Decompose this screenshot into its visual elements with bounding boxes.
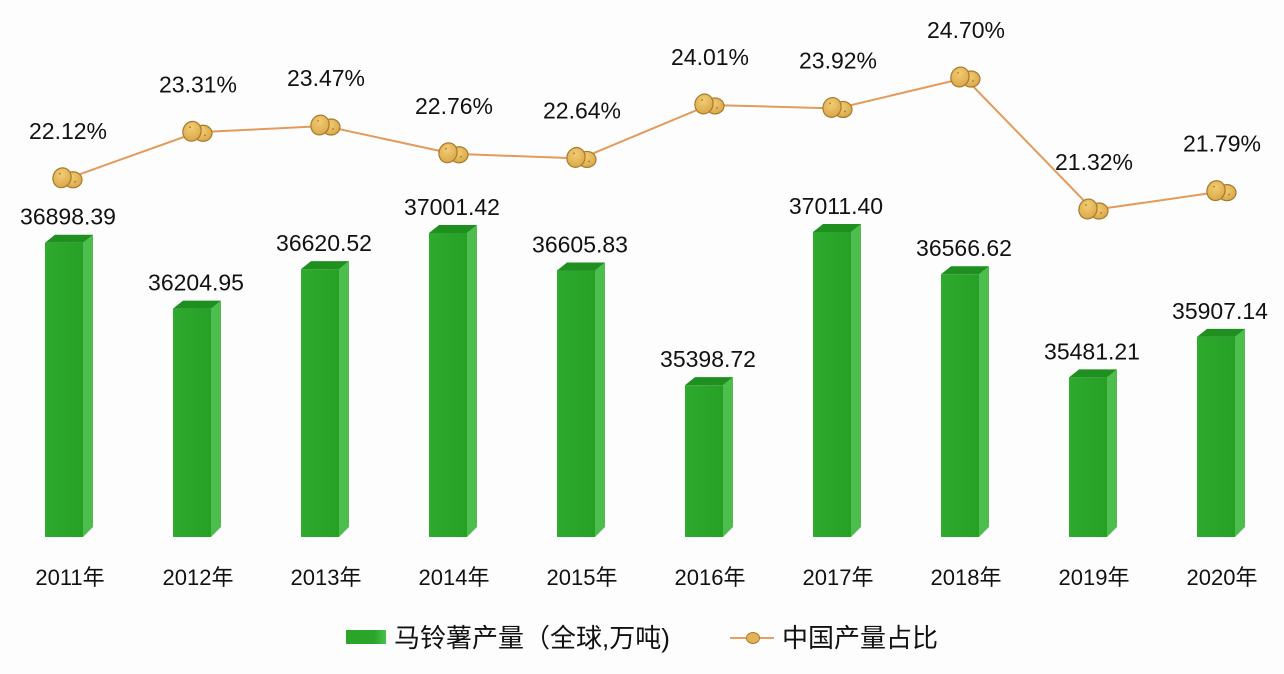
- bar-value-label: 36566.62: [916, 235, 1012, 261]
- x-axis-label: 2015年: [547, 565, 618, 590]
- bar: [941, 266, 989, 537]
- potato-icon: [566, 146, 597, 169]
- bar-value-labels: 36898.39 36204.95 36620.52 37001.42 36605.83…: [20, 193, 1268, 372]
- x-axis-label: 2013年: [291, 565, 362, 590]
- bar-value-label: 36898.39: [20, 204, 116, 230]
- x-axis-labels: 2011年 2012年 2013年 2014年 2015年 2016年 2017年 2018年…: [35, 565, 1257, 590]
- line-value-label: 21.32%: [1055, 149, 1133, 175]
- bar-value-label: 36620.52: [276, 230, 372, 256]
- line-value-label: 24.70%: [927, 17, 1005, 43]
- x-axis-label: 2017年: [803, 565, 874, 590]
- line-value-label: 23.92%: [799, 47, 877, 73]
- potato-icon: [822, 96, 853, 119]
- line-value-label: 22.76%: [415, 93, 493, 119]
- line-value-label: 24.01%: [671, 44, 749, 70]
- bar-value-label: 35481.21: [1044, 338, 1140, 364]
- bar: [557, 262, 605, 537]
- potato-icon: [438, 142, 469, 164]
- line-value-label: 23.31%: [159, 71, 237, 97]
- legend-item-china-share[interactable]: 中国产量占比: [729, 618, 938, 655]
- x-axis-label: 2018年: [931, 565, 1002, 590]
- line-value-label: 23.47%: [287, 65, 365, 91]
- bar-value-label: 36204.95: [148, 270, 244, 296]
- bar: [45, 234, 93, 537]
- bar: [1197, 328, 1245, 537]
- share-line: [66, 76, 1222, 212]
- x-axis-label: 2019年: [1059, 565, 1130, 590]
- x-axis-label: 2014年: [419, 565, 490, 590]
- bar-value-label: 37011.40: [789, 193, 883, 219]
- potato-icon: [52, 167, 83, 189]
- bar-value-label: 35907.14: [1172, 298, 1268, 324]
- bar-value-label: 35398.72: [660, 346, 756, 372]
- bar: [813, 224, 861, 537]
- x-axis-label: 2020年: [1187, 565, 1258, 590]
- potato-line-swatch-icon: [729, 630, 774, 644]
- potato-icon: [310, 114, 341, 136]
- legend-item-production[interactable]: 马铃薯产量（全球,万吨): [346, 618, 670, 655]
- potato-icon: [950, 66, 981, 88]
- x-axis-label: 2011年: [35, 565, 104, 590]
- potato-icon: [182, 120, 213, 142]
- legend-label-china-share: 中国产量占比: [781, 623, 938, 653]
- line-value-label: 21.79%: [1183, 131, 1261, 157]
- x-axis-label: 2016年: [675, 565, 746, 590]
- x-axis-label: 2012年: [163, 565, 234, 590]
- bar: [173, 300, 221, 537]
- bar: [429, 224, 477, 537]
- potato-icon: [694, 93, 725, 115]
- bar: [301, 261, 349, 537]
- line-value-label: 22.64%: [543, 97, 621, 123]
- potato-icon: [1206, 180, 1237, 202]
- legend-label-production: 马铃薯产量（全球,万吨): [394, 623, 670, 653]
- legend: 马铃薯产量（全球,万吨) 中国产量占比: [0, 618, 1284, 655]
- bar-value-label: 37001.42: [404, 194, 500, 220]
- line-markers: [52, 66, 1237, 220]
- bar-value-label: 36605.83: [532, 232, 628, 258]
- bar-series: [45, 224, 1245, 537]
- line-value-labels: 22.12% 23.31% 23.47% 22.76% 22.64% 24.01% 23.9…: [29, 17, 1261, 175]
- bar: [1069, 369, 1117, 537]
- bar-swatch-icon: [346, 629, 387, 644]
- line-value-label: 22.12%: [29, 118, 107, 144]
- bar: [685, 377, 733, 537]
- potato-icon: [1078, 198, 1109, 220]
